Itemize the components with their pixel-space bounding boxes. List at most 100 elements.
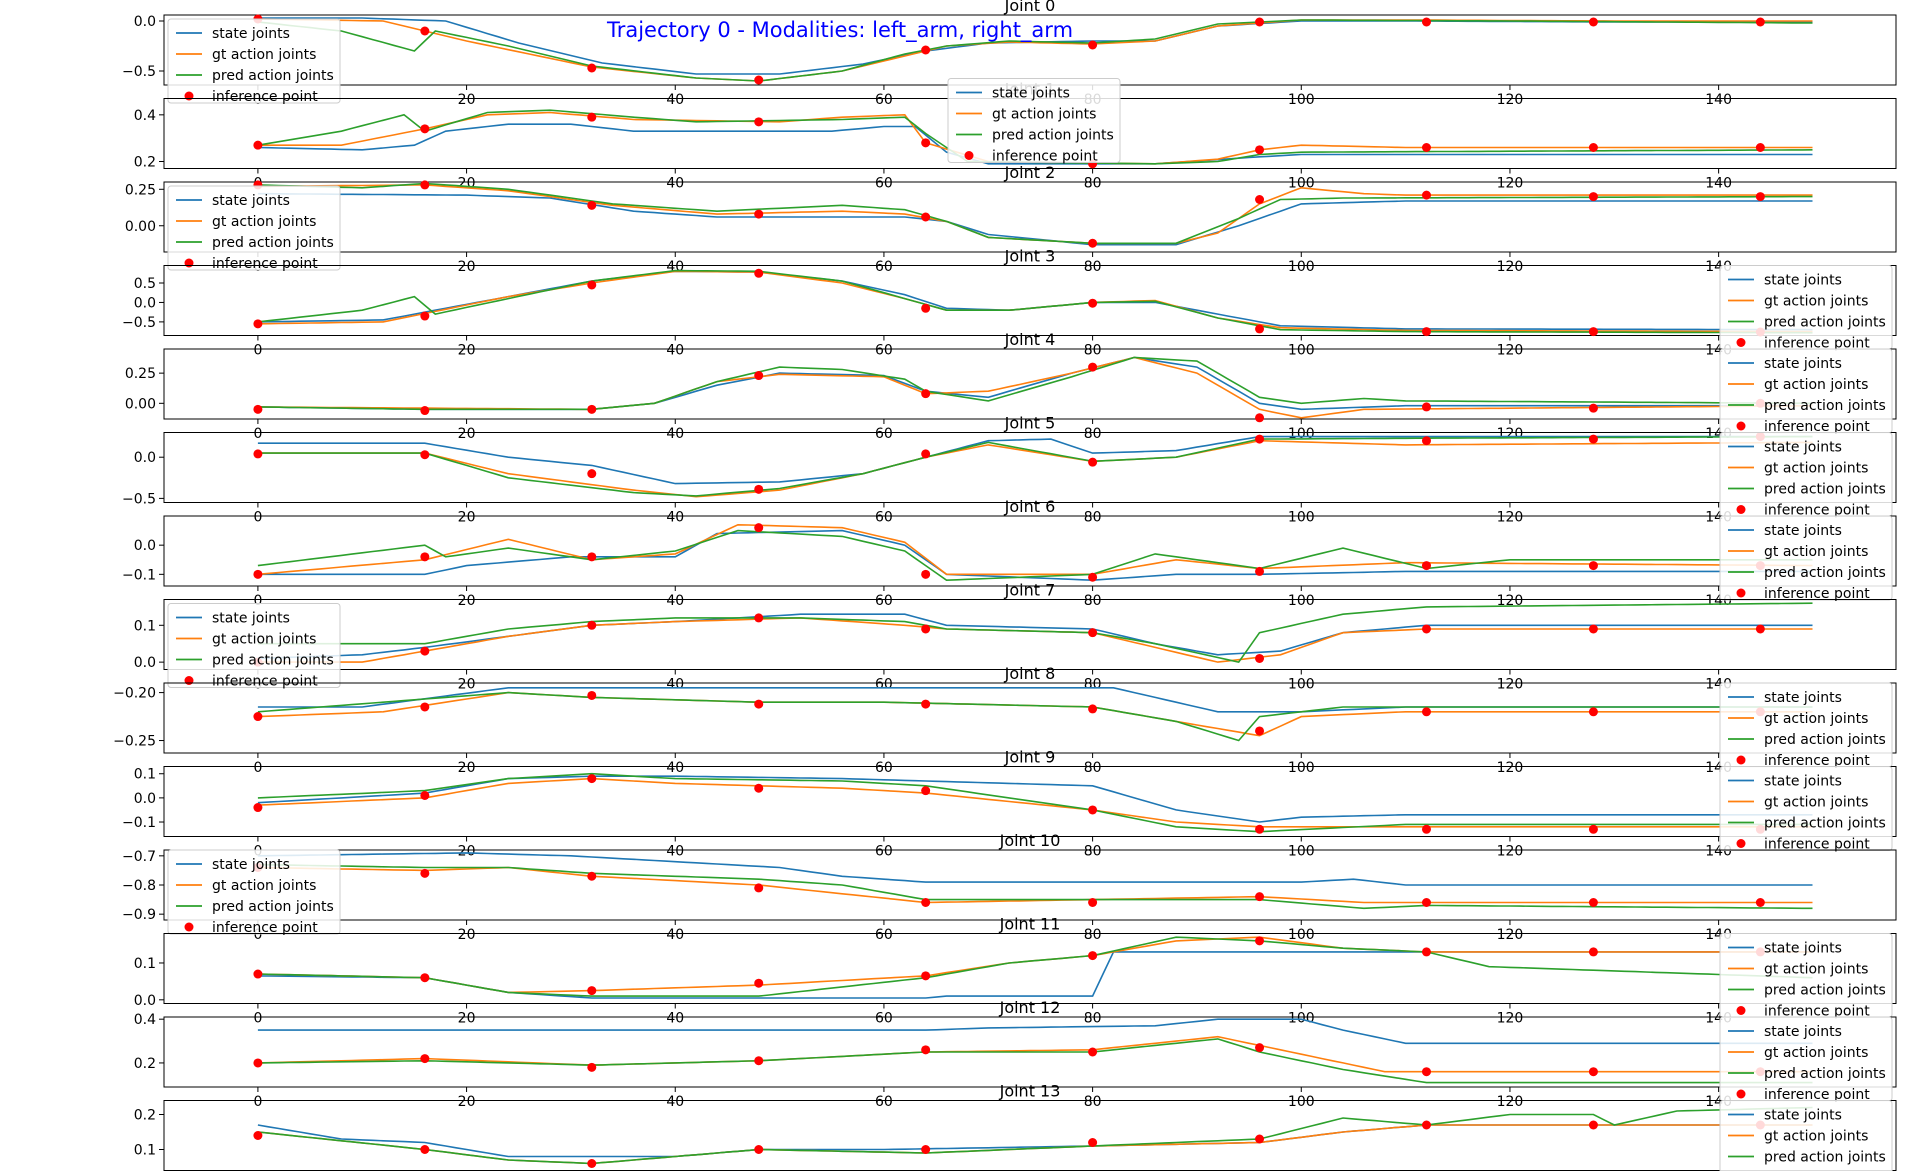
y-tick-label: 0.0: [134, 450, 156, 466]
inference-point: [420, 868, 430, 878]
state-joints-line: [257, 687, 1813, 713]
inference-point: [587, 986, 597, 996]
y-tick-label: 0.4: [134, 108, 156, 124]
inference-point: [921, 303, 931, 313]
legend-label: inference point: [1764, 1004, 1870, 1020]
inference-point: [1255, 195, 1265, 204]
legend-label: state joints: [1764, 440, 1842, 456]
inference-point: [1255, 892, 1265, 902]
x-tick-label: 100: [1288, 760, 1315, 776]
legend-label: inference point: [1764, 753, 1870, 769]
legend-label: inference point: [1764, 586, 1870, 602]
subplot-title: Joint 7: [1004, 581, 1056, 600]
inference-point: [1088, 40, 1098, 50]
inference-point: [921, 138, 931, 148]
inference-point: [1088, 951, 1098, 961]
x-tick-label: 20: [458, 927, 476, 943]
y-tick-label: −0.1: [122, 815, 156, 831]
legend-label: state joints: [1764, 690, 1842, 706]
inference-point: [921, 699, 931, 709]
legend: state joints gt action joints pred action …: [1719, 265, 1893, 352]
inference-point: [754, 883, 764, 893]
x-tick-label: 20: [458, 593, 476, 609]
inference-point: [1255, 566, 1265, 576]
inference-point: [420, 646, 430, 656]
subplot-title: Joint 5: [1004, 414, 1056, 433]
gt-action-joints-line: [257, 777, 1813, 828]
inference-point: [1421, 402, 1431, 412]
inference-point: [921, 624, 931, 634]
x-tick-label: 120: [1497, 1094, 1524, 1110]
x-tick-label: 100: [1288, 927, 1315, 943]
legend-label: inference point: [992, 149, 1098, 165]
inference-point: [587, 63, 597, 73]
inference-point: [1588, 707, 1598, 717]
pred-action-joints-line: [257, 356, 1813, 411]
subplot-title: Joint 3: [1004, 247, 1056, 266]
legend: state joints gt action joints pred action …: [167, 849, 341, 936]
legend-label: gt action joints: [1764, 294, 1868, 310]
legend-label: gt action joints: [1764, 461, 1868, 477]
y-tick-label: 0.0: [134, 295, 156, 311]
x-tick-label: 20: [458, 844, 476, 860]
inference-point: [420, 311, 430, 321]
legend-label: pred action joints: [1764, 1150, 1886, 1166]
legend-label: state joints: [1764, 523, 1842, 539]
y-tick-label: 0.1: [134, 1143, 156, 1159]
y-tick-label: −0.7: [122, 849, 156, 865]
x-tick-label: 40: [666, 343, 684, 359]
x-tick-label: 80: [1084, 510, 1102, 526]
inference-point: [754, 978, 764, 988]
x-tick-label: 60: [875, 927, 893, 943]
x-tick-label: 40: [666, 1094, 684, 1110]
x-tick-label: 120: [1497, 259, 1524, 275]
y-tick-label: −0.8: [122, 878, 156, 894]
x-tick-label: 140: [1705, 176, 1732, 192]
x-tick-label: 0: [253, 510, 262, 526]
x-tick-label: 0: [253, 593, 262, 609]
pred-action-joints-line: [257, 1106, 1813, 1165]
state-joints-line: [257, 1124, 1813, 1158]
inference-point: [1421, 824, 1431, 834]
legend: state joints gt action joints pred action …: [1719, 766, 1893, 853]
state-joints-line: [257, 192, 1813, 246]
inference-point: [1088, 298, 1098, 308]
legend-label: state joints: [212, 857, 290, 873]
axes-frame: [163, 599, 1897, 670]
x-tick-label: 20: [458, 426, 476, 442]
x-tick-label: 0: [253, 426, 262, 442]
legend-box: [167, 185, 341, 271]
inference-point: [587, 620, 597, 630]
legend-label: inference point: [1764, 503, 1870, 519]
x-tick-label: 80: [1084, 1011, 1102, 1027]
legend-box: [167, 603, 341, 688]
legend-label: pred action joints: [1764, 1066, 1886, 1082]
legend: state joints gt action joints pred action …: [167, 185, 341, 272]
legend-marker: [1736, 421, 1746, 431]
x-tick-label: 0: [253, 927, 262, 943]
pred-action-joints-line: [257, 19, 1813, 82]
inference-point: [754, 371, 764, 381]
x-tick-label: 60: [875, 1011, 893, 1027]
axes-frame: [163, 1100, 1897, 1171]
state-joints-line: [257, 1018, 1813, 1045]
x-tick-label: 20: [458, 92, 476, 108]
legend-label: gt action joints: [1764, 711, 1868, 727]
legend-label: pred action joints: [1764, 983, 1886, 999]
pred-action-joints-line: [257, 182, 1813, 245]
inference-point: [420, 552, 430, 562]
y-tick-label: 0.25: [125, 182, 156, 198]
inference-point: [1421, 707, 1431, 717]
y-tick-label: −0.20: [113, 686, 156, 702]
x-tick-label: 60: [875, 426, 893, 442]
x-tick-label: 100: [1288, 593, 1315, 609]
inference-point: [1255, 434, 1265, 444]
legend-label: gt action joints: [212, 632, 316, 648]
inference-point: [420, 702, 430, 712]
state-joints-line: [257, 951, 1813, 999]
legend-label: pred action joints: [992, 128, 1114, 144]
inference-point: [1588, 143, 1598, 152]
legend-label: inference point: [212, 256, 318, 272]
